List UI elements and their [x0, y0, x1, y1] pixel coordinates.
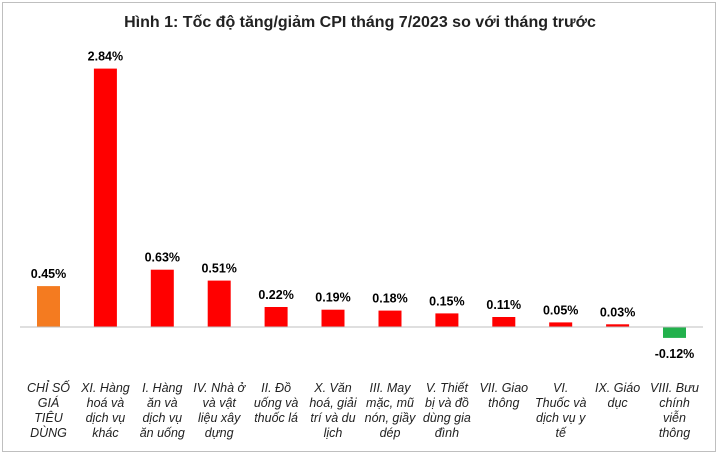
data-label-7: 0.15%: [429, 294, 464, 308]
data-label-0: 0.45%: [31, 267, 66, 281]
bars-layer: [37, 68, 686, 338]
bar-4: [264, 307, 288, 327]
category-label-7: V. Thiết bị và đồ dùng gia đình: [423, 381, 471, 440]
data-label-1: 2.84%: [88, 50, 123, 64]
bar-1: [93, 68, 117, 327]
bar-6: [378, 310, 402, 327]
data-label-10: 0.03%: [600, 305, 635, 319]
bar-3: [207, 280, 231, 327]
bar-8: [492, 317, 516, 327]
bar-7: [435, 313, 459, 328]
data-label-2: 0.63%: [145, 251, 180, 265]
data-label-11: -0.12%: [655, 347, 695, 361]
bar-2: [150, 269, 174, 327]
category-label-10: IX. Giáo dục: [595, 381, 640, 410]
data-label-9: 0.05%: [543, 303, 578, 317]
category-label-2: I. Hàng ăn và dịch vụ ăn uống: [140, 381, 185, 440]
category-label-3: IV. Nhà ở và vật liệu xây dựng: [193, 381, 246, 440]
data-label-3: 0.51%: [201, 262, 236, 276]
data-label-4: 0.22%: [258, 288, 293, 302]
category-label-0: CHỈ SỐ GIÁ TIÊU DÙNG: [27, 380, 70, 440]
category-label-6: III. May mặc, mũ nón, giầy dép: [365, 381, 416, 440]
category-label-8: VII. Giao thông: [479, 381, 528, 410]
bar-11: [663, 327, 686, 338]
chart-title: Hình 1: Tốc độ tăng/giảm CPI tháng 7/202…: [124, 14, 596, 31]
category-label-5: X. Văn hoá, giải trí và du lịch: [309, 381, 357, 440]
category-label-1: XI. Hàng hoá và dịch vụ khác: [80, 381, 130, 440]
category-label-9: VI. Thuốc và dịch vụ y tế: [535, 381, 586, 440]
bar-9: [549, 322, 573, 327]
bar-5: [321, 309, 345, 327]
category-label-11: VIII. Bưu chính viễn thông: [650, 381, 699, 440]
data-label-5: 0.19%: [315, 291, 350, 305]
bar-10: [606, 324, 630, 327]
chart-frame: [2, 2, 716, 452]
data-label-6: 0.18%: [372, 292, 407, 306]
category-label-4: II. Đồ uống và thuốc lá: [254, 381, 299, 425]
data-label-8: 0.11%: [486, 298, 521, 312]
bar-0: [37, 286, 60, 328]
data-labels-layer: 0.45% 2.84% 0.63% 0.51% 0.22% 0.19% 0.18% 0.15%…: [31, 50, 695, 361]
